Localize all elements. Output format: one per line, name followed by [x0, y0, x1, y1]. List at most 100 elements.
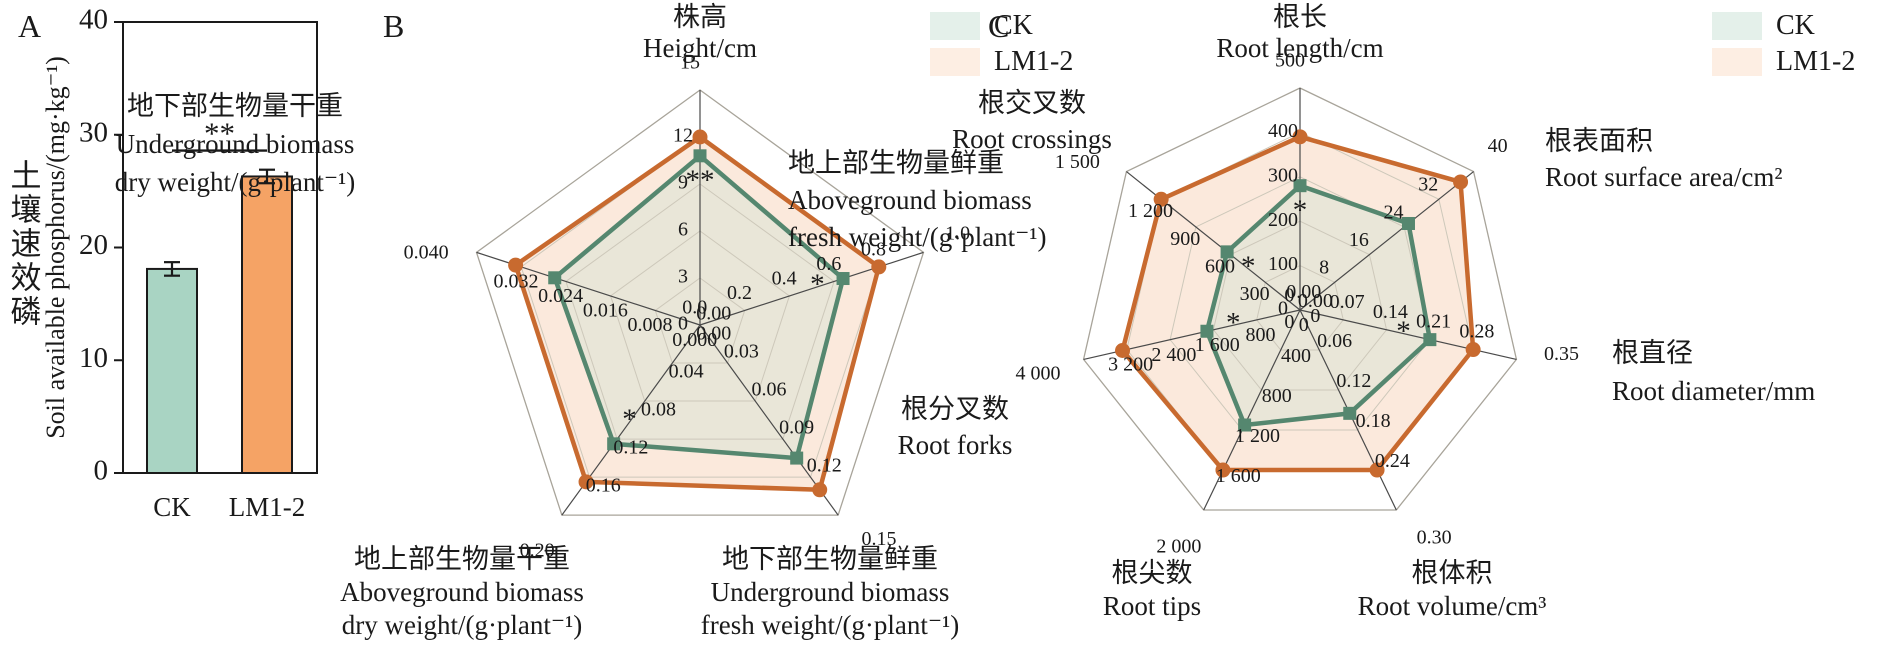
significance-marker: * — [810, 269, 825, 301]
y-axis-title-zh: 土 — [11, 159, 42, 194]
radar-tick-label: 0.24 — [1375, 450, 1410, 472]
panel-label-c: C — [988, 8, 1010, 44]
ck-data-point — [1200, 324, 1214, 338]
grid-ring — [565, 183, 835, 440]
legend-item-ck: CK — [1712, 12, 1855, 40]
radar-tick-label: 0.0 — [682, 296, 707, 318]
radar-tick-label: 0.00 — [1298, 290, 1333, 312]
radar-tick-label: 1 200 — [1128, 200, 1173, 222]
axis-title-zh: 地下部生物量鲜重 — [722, 544, 938, 574]
axis-title-en: Underground biomass — [711, 577, 950, 607]
lm12-series-line — [1120, 134, 1476, 473]
grid-ring — [1212, 220, 1388, 391]
radar-max-label: 1.0 — [945, 222, 970, 244]
radar-tick-label: 0.21 — [1416, 311, 1451, 333]
radar-tick-label: 300 — [1268, 164, 1298, 186]
radar-tick-label: 0 — [678, 313, 688, 335]
axis-title-en: dry weight/(g·plant⁻¹) — [115, 167, 356, 197]
axis-title-zh: 根长 — [1273, 2, 1327, 32]
legend-label-ck: CK — [1776, 10, 1815, 41]
radar-tick-label: 800 — [1262, 385, 1292, 407]
lm12-data-point — [1369, 462, 1385, 478]
axis-title-en: Root volume/cm³ — [1358, 591, 1547, 621]
legend-swatch-lm12 — [930, 48, 980, 76]
y-axis-title-en: Soil available phosphorus/(mg·kg⁻¹) — [41, 56, 70, 439]
radar-max-label: 15 — [680, 52, 700, 74]
legend-swatch-lm12 — [1712, 48, 1762, 76]
axis-title-en: fresh weight/(g·plant⁻¹) — [788, 222, 1047, 252]
legend-label-ck: CK — [994, 10, 1033, 41]
radar-tick-label: 6 — [678, 219, 688, 241]
bar-lm1-2 — [241, 175, 293, 474]
radar-tick-label: 24 — [1384, 201, 1404, 223]
panel-label-a: A — [18, 8, 42, 44]
radar-outer-boundary — [475, 89, 925, 516]
axis-title-zh: 地上部生物量鲜重 — [788, 148, 1004, 178]
radar-max-label: 40 — [1488, 135, 1508, 157]
ck-data-point — [1238, 418, 1252, 432]
y-axis-title-zh: 壤 — [11, 193, 42, 228]
radar-tick-label: 0.6 — [816, 253, 841, 275]
axis-title-en: Root surface area/cm² — [1545, 162, 1782, 192]
significance-marker: ** — [204, 116, 235, 151]
radar-tick-label: 0.04 — [669, 361, 704, 383]
axis-title-zh: 地上部生物量干重 — [354, 544, 570, 574]
radar-tick-label: 32 — [1418, 174, 1438, 196]
y-axis-title-zh: 速 — [11, 227, 42, 262]
axis-title-zh: 根体积 — [1412, 558, 1493, 588]
radar-max-label: 500 — [1275, 50, 1305, 72]
legend-item-lm12: LM1-2 — [930, 48, 1073, 76]
axis-title-en: Root diameter/mm — [1612, 376, 1815, 406]
radar-tick-label: 2 400 — [1151, 344, 1196, 366]
lm12-data-point — [692, 129, 708, 145]
ck-data-point — [1220, 245, 1234, 259]
significance-marker: ** — [686, 164, 715, 196]
radar-tick-label: 3 200 — [1108, 354, 1153, 376]
y-axis-title-zh: 磷 — [11, 295, 42, 330]
radar-tick-label: 300 — [1240, 283, 1270, 305]
radar-max-label: 4 000 — [1015, 363, 1060, 385]
legend-swatch-ck — [930, 12, 980, 40]
y-axis-title-zh: 效 — [11, 261, 42, 296]
radar-tick-label: 0.000 — [672, 329, 717, 351]
ck-data-point — [1343, 406, 1357, 420]
ck-data-point — [1293, 179, 1307, 193]
radar-tick-label: 8 — [1319, 257, 1329, 279]
significance-marker: * — [1293, 194, 1308, 226]
radar-tick-label: 0.09 — [779, 417, 814, 439]
axis-title-zh: 根交叉数 — [978, 88, 1086, 118]
ck-data-point — [693, 149, 707, 163]
radar-tick-label: 100 — [1268, 253, 1298, 275]
radar-tick-label: 0.16 — [586, 475, 621, 497]
y-tick-label: 10 — [79, 342, 108, 374]
axis-spoke — [699, 251, 924, 326]
ck-data-point — [1423, 333, 1437, 347]
radar-tick-label: 0 — [1299, 314, 1309, 336]
radar-max-label: 1 500 — [1055, 151, 1100, 173]
radar-max-label: 0.35 — [1544, 343, 1579, 365]
y-tick-label: 30 — [79, 116, 108, 148]
axis-spoke — [699, 324, 839, 516]
ck-data-point — [1401, 216, 1415, 230]
lm12-data-point — [1292, 129, 1308, 145]
radar-tick-label: 0.14 — [1373, 301, 1408, 323]
radar-tick-label: 0.28 — [1459, 321, 1494, 343]
radar-tick-label: 0.18 — [1356, 410, 1391, 432]
y-tick-label: 0 — [94, 455, 109, 487]
radar-max-label: 0.040 — [404, 241, 449, 263]
radar-tick-label: 0.2 — [727, 282, 752, 304]
radar-tick-label: 12 — [673, 125, 693, 147]
radar-tick-label: 1 200 — [1235, 425, 1280, 447]
radar-tick-label: 0.4 — [772, 267, 797, 289]
radar-tick-label: 0.03 — [724, 341, 759, 363]
legend-swatch-ck — [1712, 12, 1762, 40]
radar-tick-label: 0 — [1284, 311, 1294, 333]
radar-tick-label: 1 600 — [1195, 334, 1240, 356]
bar-ck — [146, 267, 198, 474]
grid-ring — [1169, 176, 1431, 431]
x-category-label: LM1-2 — [229, 492, 306, 522]
axis-title-zh: 根尖数 — [1112, 558, 1193, 588]
axis-title-en: Root length/cm — [1216, 33, 1383, 63]
axis-title-en: Underground biomass — [116, 129, 355, 159]
